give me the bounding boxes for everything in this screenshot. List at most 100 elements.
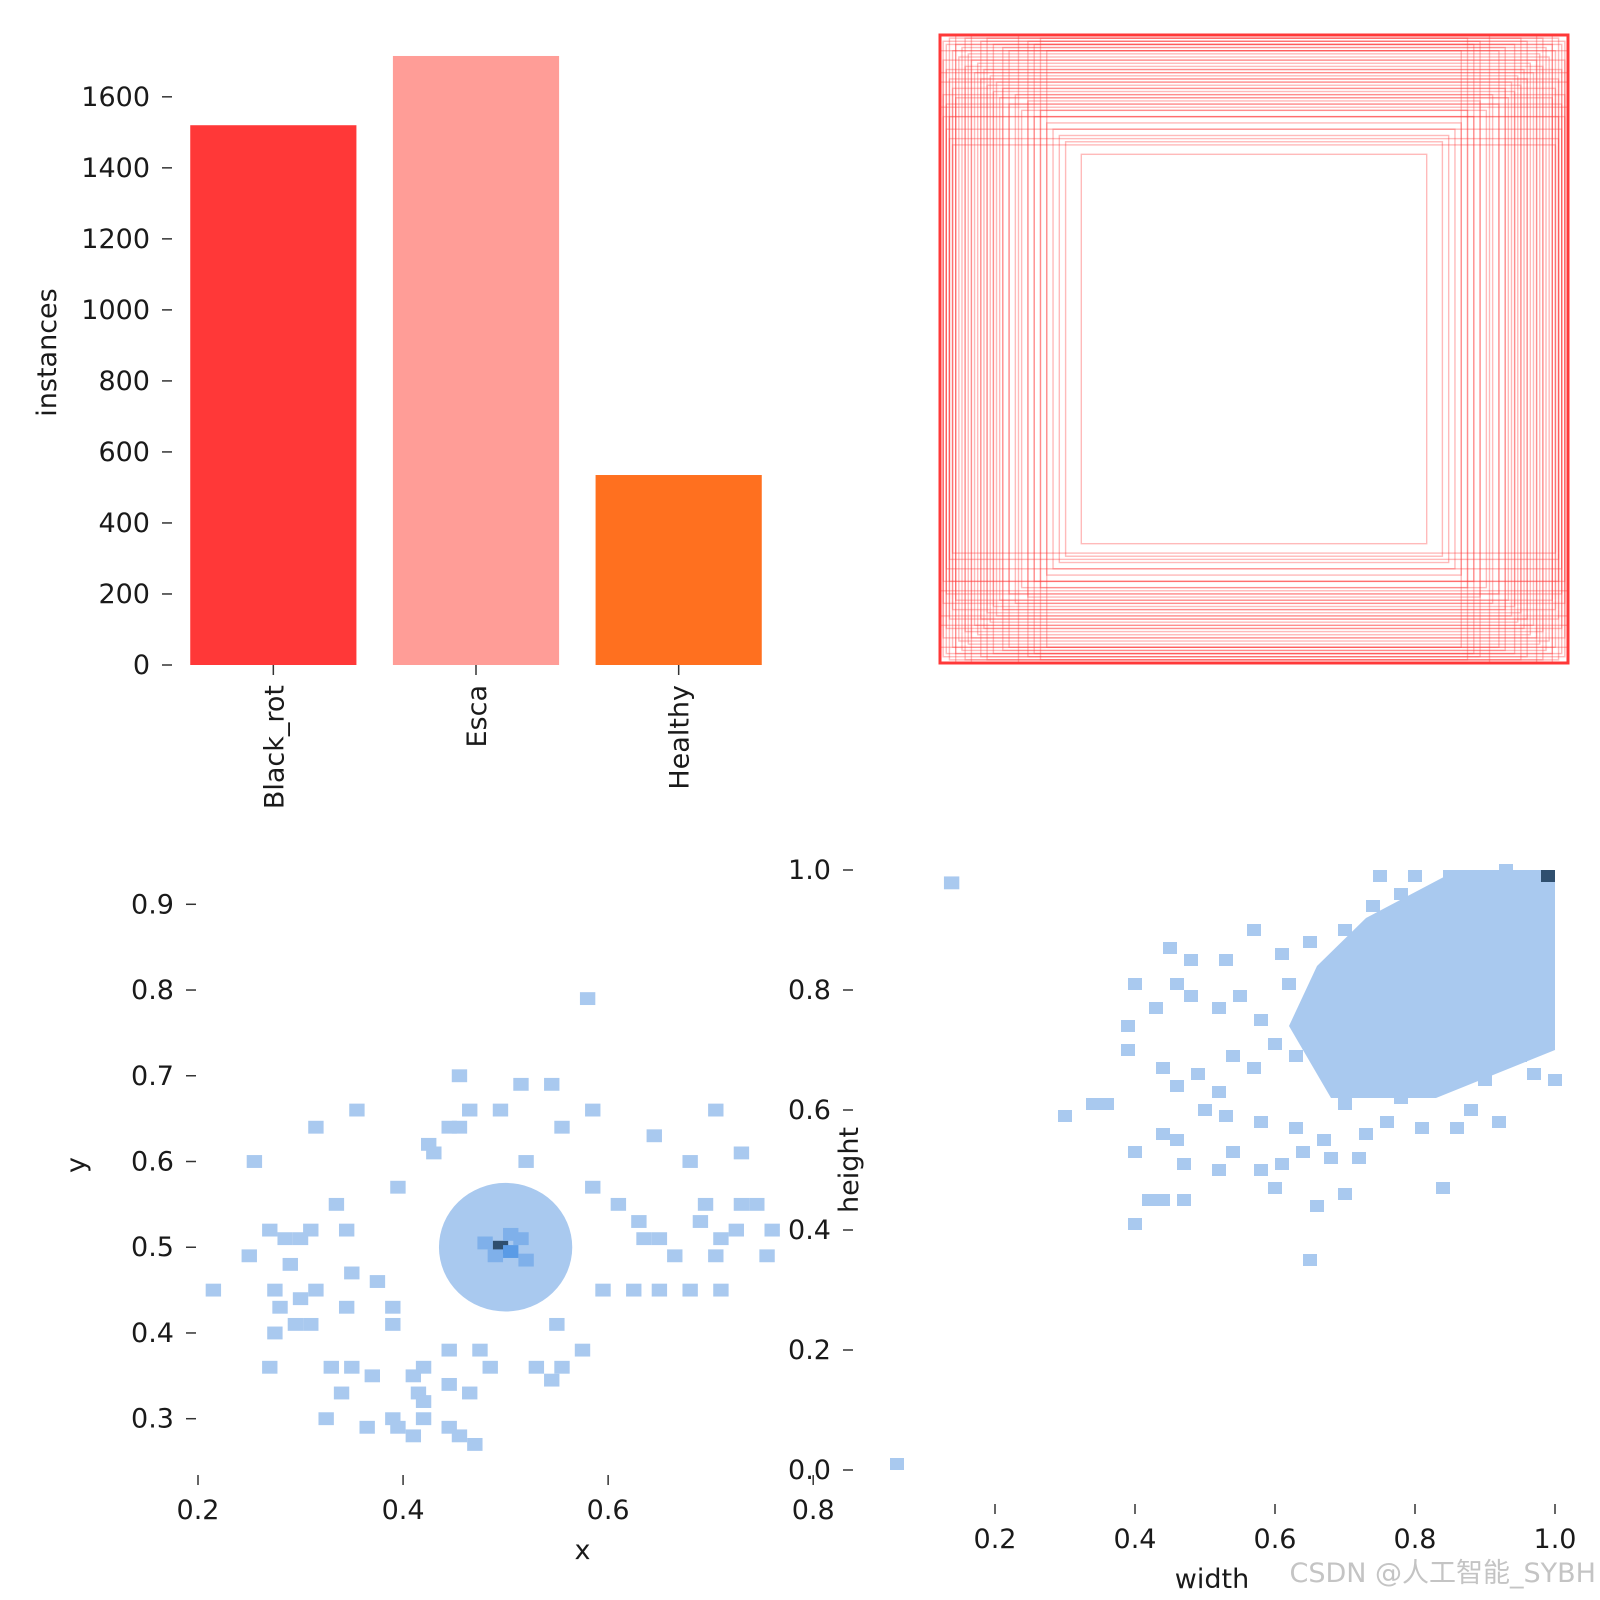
heat-cell <box>513 1077 529 1091</box>
heat-cell <box>651 1283 668 1297</box>
heat-cell <box>338 1300 355 1314</box>
heat-cell <box>477 1236 493 1250</box>
heat-cell <box>344 1266 360 1280</box>
heat-cell <box>1548 1074 1562 1086</box>
y-tick-label: 0.7 <box>131 1061 174 1092</box>
heat-cell <box>462 1103 478 1117</box>
label-box <box>948 78 1560 620</box>
label-box <box>983 68 1525 630</box>
heat-cell <box>1156 1194 1170 1206</box>
label-box <box>1020 109 1488 589</box>
heat-cell <box>385 1300 401 1314</box>
label-box <box>964 65 1544 633</box>
heat-cell <box>1527 1068 1541 1080</box>
x-tick-label: 1.0 <box>1534 1524 1577 1555</box>
heat-cell <box>1212 1002 1226 1014</box>
heat-cell <box>318 1412 334 1426</box>
label-box <box>964 37 1544 661</box>
heat-cell <box>1156 1128 1170 1140</box>
heat-cell <box>682 1283 698 1297</box>
y-tick-label: 1400 <box>81 153 150 184</box>
heat-cell <box>451 1069 468 1083</box>
bar-esca <box>392 55 560 666</box>
heat-cell <box>1317 1134 1331 1146</box>
heat-cell <box>462 1386 478 1400</box>
heat-cell <box>441 1343 457 1357</box>
heat-cell <box>1226 1146 1240 1158</box>
heat-cell <box>267 1283 283 1297</box>
label-box <box>1064 141 1444 557</box>
y-tick-label: 0.9 <box>131 889 174 920</box>
y-tick-label: 0.4 <box>788 1215 831 1246</box>
y-tick-label: 200 <box>98 579 150 610</box>
heat-cell <box>1394 1092 1408 1104</box>
y-tick-label: 400 <box>98 508 150 539</box>
heat-cell <box>1100 1098 1114 1110</box>
heat-cell <box>1254 1014 1268 1026</box>
heat-cell <box>1149 1002 1163 1014</box>
heat-cell <box>415 1412 432 1426</box>
heat-cell <box>390 1180 406 1194</box>
heat-cell <box>1464 1104 1478 1116</box>
heat-cell <box>292 1232 309 1246</box>
heat-cell <box>272 1300 288 1314</box>
heat-cell <box>426 1146 442 1160</box>
heat-cell <box>277 1232 293 1246</box>
heat-cell <box>472 1343 488 1357</box>
heat-cell <box>390 1420 406 1434</box>
heat-cell <box>1226 1050 1240 1062</box>
heat-cell <box>1359 1128 1373 1140</box>
heat-cell <box>1121 1020 1135 1032</box>
y-tick-label: 0.8 <box>788 975 831 1006</box>
y-tick-label: 0 <box>133 650 150 681</box>
heat-cell <box>349 1103 365 1117</box>
label-box <box>939 34 1569 664</box>
heat-cell <box>492 1103 509 1117</box>
heat-cell <box>1303 936 1317 948</box>
box-outline <box>938 33 1570 665</box>
bounding-boxes-panel <box>938 33 1570 665</box>
heat-cell <box>682 1155 698 1168</box>
y-tick-label: 0.6 <box>131 1147 174 1178</box>
heat-cell <box>385 1317 401 1331</box>
heat-cell <box>1170 1080 1184 1092</box>
heat-cell <box>1177 1158 1191 1170</box>
label-box <box>1033 115 1475 583</box>
label-box <box>939 81 1569 617</box>
heat-cell <box>1268 1038 1282 1050</box>
heat-cell <box>282 1257 298 1271</box>
label-box <box>1008 103 1500 595</box>
x-tick-label: 0.2 <box>177 1495 220 1526</box>
heat-cell <box>943 876 960 890</box>
label-box <box>1002 46 1506 652</box>
heat-cell <box>1310 1200 1324 1212</box>
heat-cell <box>1303 1254 1317 1266</box>
label-box <box>1008 50 1500 648</box>
label-box <box>970 34 1538 664</box>
heat-cell <box>333 1386 350 1400</box>
label-box <box>948 137 1560 561</box>
label-box <box>951 87 1557 611</box>
heat-cell <box>1380 1116 1394 1128</box>
label-box <box>1039 109 1469 589</box>
heat-cell <box>323 1360 339 1374</box>
heat-cell <box>344 1360 360 1374</box>
heat-cell <box>262 1360 278 1374</box>
label-box <box>1017 34 1491 664</box>
heat-cell <box>1142 1194 1156 1206</box>
heat-cell <box>518 1253 534 1267</box>
label-box <box>939 106 1569 592</box>
label-box <box>1014 93 1494 605</box>
heat-cell <box>405 1429 422 1443</box>
label-box <box>948 115 1560 583</box>
heat-cell <box>1254 1164 1268 1176</box>
heat-cell <box>1338 1188 1352 1200</box>
heat-cell <box>692 1215 709 1228</box>
heat-cell <box>1233 990 1247 1002</box>
heat-cell <box>1289 1122 1303 1134</box>
heat-cell <box>1338 1098 1352 1110</box>
heat-cell <box>554 1360 570 1374</box>
x-tick-label: Esca <box>462 685 493 748</box>
heat-cell <box>667 1249 683 1263</box>
label-box <box>1080 153 1428 545</box>
